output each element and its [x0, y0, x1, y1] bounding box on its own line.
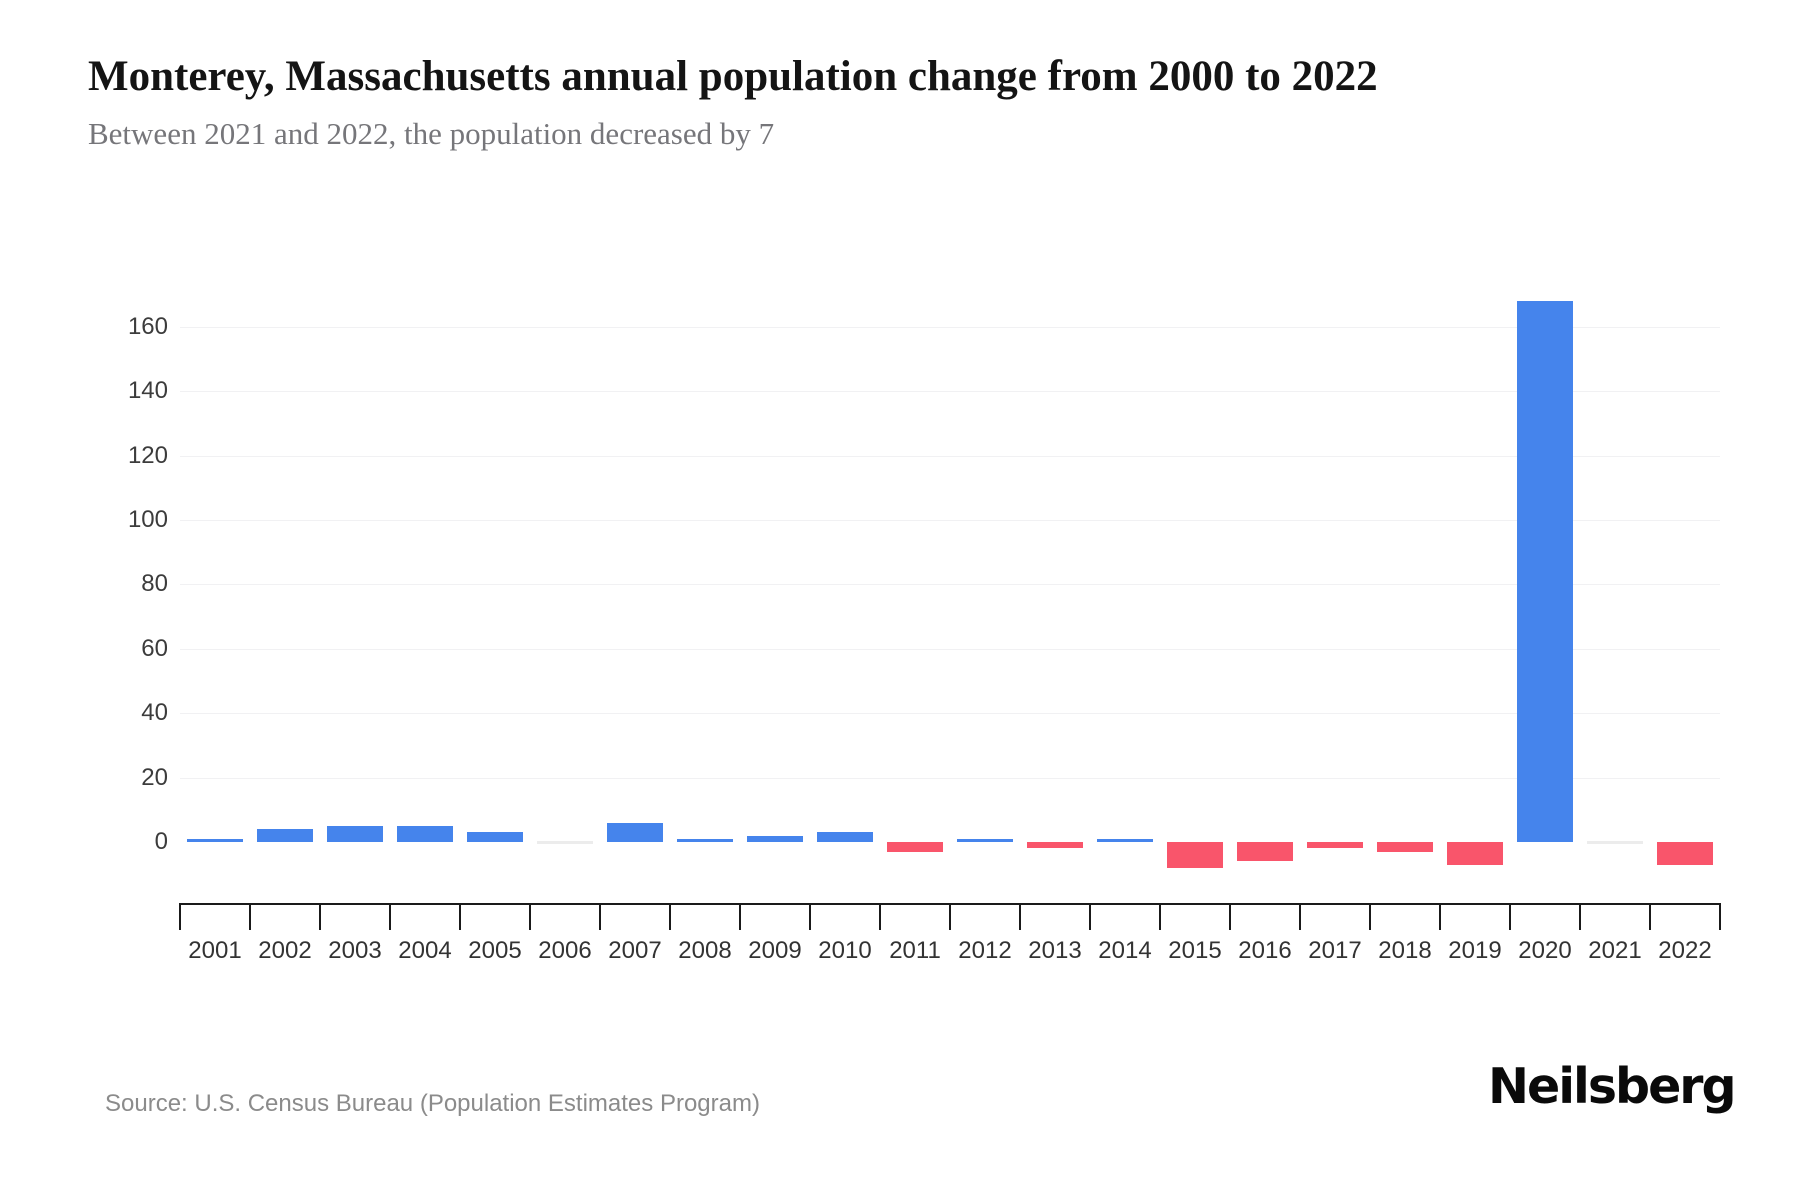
- bar-2017[interactable]: [1307, 842, 1363, 849]
- x-axis-tick: [949, 903, 951, 930]
- x-axis-tick: [1439, 903, 1441, 930]
- bar-2022[interactable]: [1657, 842, 1713, 865]
- bar-2001[interactable]: [187, 838, 243, 842]
- x-axis-tick: [739, 903, 741, 930]
- bar-2011[interactable]: [887, 842, 943, 852]
- bar-2015[interactable]: [1167, 842, 1223, 868]
- x-axis-label-2001: 2001: [188, 937, 242, 964]
- x-axis-label-2015: 2015: [1168, 937, 1222, 964]
- x-axis-tick: [1229, 903, 1231, 930]
- x-axis-tick: [1089, 903, 1091, 930]
- x-axis-tick: [459, 903, 461, 930]
- x-axis-label-2008: 2008: [678, 937, 732, 964]
- x-axis-tick: [669, 903, 671, 930]
- y-axis-tick-label: 40: [141, 699, 168, 726]
- x-axis-label-2004: 2004: [398, 937, 452, 964]
- x-axis-label-2018: 2018: [1378, 937, 1432, 964]
- gridline-y-120: [180, 456, 1720, 457]
- gridline-y-140: [180, 391, 1720, 392]
- x-axis-label-2002: 2002: [258, 937, 312, 964]
- y-axis-tick-label: 100: [127, 506, 168, 533]
- bar-2010[interactable]: [817, 832, 873, 842]
- gridline-y-100: [180, 520, 1720, 521]
- x-axis-label-2007: 2007: [608, 937, 662, 964]
- bar-2016[interactable]: [1237, 842, 1293, 862]
- bar-2004[interactable]: [397, 825, 453, 842]
- bar-2003[interactable]: [327, 825, 383, 842]
- x-axis-tick: [1159, 903, 1161, 930]
- neilsberg-logo: Neilsberg: [1488, 1058, 1737, 1115]
- x-axis-label-2011: 2011: [889, 937, 941, 964]
- bar-2007[interactable]: [607, 822, 663, 842]
- x-axis-label-2012: 2012: [958, 937, 1012, 964]
- x-axis-label-2010: 2010: [818, 937, 872, 964]
- bar-2020[interactable]: [1517, 301, 1573, 842]
- x-axis-label-2014: 2014: [1098, 937, 1152, 964]
- x-axis-tick: [599, 903, 601, 930]
- x-axis-label-2013: 2013: [1028, 937, 1082, 964]
- x-axis-tick: [1579, 903, 1581, 930]
- y-axis-tick-label: 120: [127, 442, 168, 469]
- x-axis-label-2017: 2017: [1308, 937, 1362, 964]
- x-axis-label-2006: 2006: [538, 937, 592, 964]
- gridline-y-60: [180, 649, 1720, 650]
- bar-2002[interactable]: [257, 829, 313, 842]
- gridline-y-160: [180, 327, 1720, 328]
- bar-2005[interactable]: [467, 832, 523, 842]
- x-axis-tick: [319, 903, 321, 930]
- x-axis-tick: [179, 903, 181, 930]
- gridline-y-40: [180, 713, 1720, 714]
- y-axis-tick-label: 0: [154, 828, 168, 855]
- bar-2019[interactable]: [1447, 842, 1503, 865]
- x-axis-tick: [389, 903, 391, 930]
- x-axis-tick: [529, 903, 531, 930]
- x-axis-tick: [809, 903, 811, 930]
- y-axis-tick-label: 140: [127, 377, 168, 404]
- x-axis-tick: [1369, 903, 1371, 930]
- x-axis-label-2009: 2009: [748, 937, 802, 964]
- y-axis-tick-label: 80: [141, 570, 168, 597]
- x-axis-tick: [1509, 903, 1511, 930]
- source-text: Source: U.S. Census Bureau (Population E…: [105, 1090, 760, 1117]
- y-axis-tick-label: 20: [141, 764, 168, 791]
- bar-2008[interactable]: [677, 838, 733, 842]
- x-axis-tick: [249, 903, 251, 930]
- x-axis-tick: [1299, 903, 1301, 930]
- y-axis-tick-label: 160: [127, 313, 168, 340]
- x-axis-tick: [1719, 903, 1721, 930]
- x-axis-label-2021: 2021: [1588, 937, 1642, 964]
- bar-2021[interactable]: [1587, 841, 1643, 844]
- x-axis-tick: [1649, 903, 1651, 930]
- x-axis-label-2003: 2003: [328, 937, 382, 964]
- bar-2013[interactable]: [1027, 842, 1083, 849]
- x-axis-tick: [1019, 903, 1021, 930]
- x-axis-tick: [879, 903, 881, 930]
- x-axis-label-2022: 2022: [1658, 937, 1712, 964]
- x-axis-label-2005: 2005: [468, 937, 522, 964]
- x-axis-label-2016: 2016: [1238, 937, 1292, 964]
- bar-2012[interactable]: [957, 838, 1013, 842]
- gridline-y-20: [180, 778, 1720, 779]
- x-axis-label-2019: 2019: [1448, 937, 1502, 964]
- chart-title: Monterey, Massachusetts annual populatio…: [88, 53, 1378, 100]
- bar-2018[interactable]: [1377, 842, 1433, 852]
- bar-2006[interactable]: [537, 841, 593, 844]
- chart-subtitle: Between 2021 and 2022, the population de…: [88, 116, 775, 151]
- gridline-y-80: [180, 584, 1720, 585]
- bar-2014[interactable]: [1097, 838, 1153, 842]
- x-axis-label-2020: 2020: [1518, 937, 1572, 964]
- bar-2009[interactable]: [747, 835, 803, 842]
- y-axis-tick-label: 60: [141, 635, 168, 662]
